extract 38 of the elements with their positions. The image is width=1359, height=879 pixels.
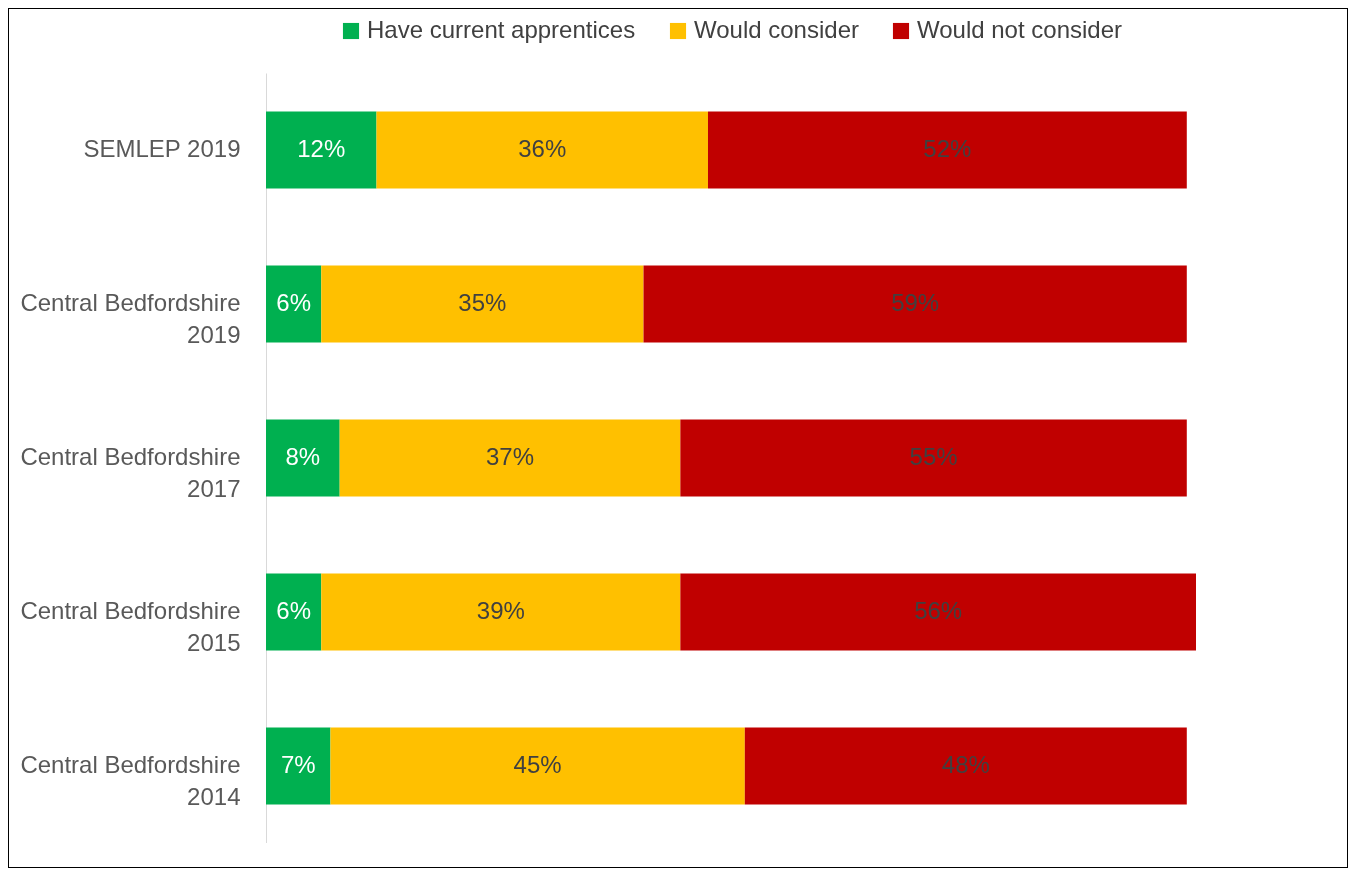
data-label: 39% [476,597,525,624]
y-tick-label: Central Bedfordshire 2014 [20,751,241,810]
y-tick-label: Central Bedfordshire 2015 [20,597,241,656]
data-label: 36% [518,135,567,162]
bar [744,727,1187,805]
data-label: 45% [513,751,562,778]
bar [680,419,1187,497]
data-label: 59% [891,289,940,316]
bar [321,265,644,343]
data-label: 52% [923,135,972,162]
bar [266,573,322,651]
data-label: 55% [909,443,958,470]
legend-label: Would not consider [917,16,1123,43]
bar [707,111,1187,189]
bar [266,265,322,343]
data-label: 12% [297,135,346,162]
y-tick-label: SEMLEP 2019 [83,135,241,162]
bar [330,727,745,805]
legend-label: Would consider [694,16,859,43]
legend-label: Have current apprentices [367,16,636,43]
bar [266,111,377,189]
bar [321,573,681,651]
data-label: 56% [914,597,963,624]
bar [266,419,340,497]
data-label: 6% [276,289,311,316]
bar [376,111,708,189]
bar [339,419,681,497]
data-label: 6% [276,597,311,624]
bar [680,573,1196,651]
data-label: 8% [285,443,321,470]
y-tick-label: Central Bedfordshire 2017 [20,443,241,502]
y-tick-label: Central Bedfordshire 2019 [20,289,241,348]
bar [643,265,1187,343]
data-label: 7% [280,751,316,778]
data-label: 48% [941,751,990,778]
data-label: 35% [458,289,507,316]
bar [266,727,331,805]
data-label: 37% [485,443,535,470]
